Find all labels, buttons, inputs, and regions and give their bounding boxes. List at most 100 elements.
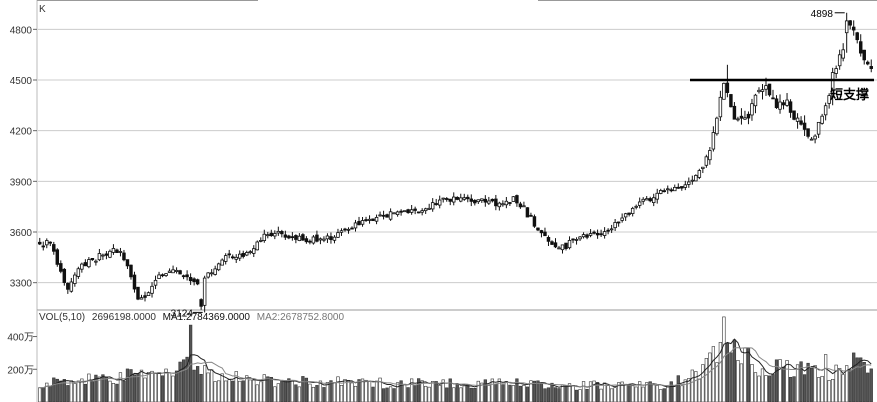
candle-body-up: [560, 244, 565, 251]
candle-body-up: [841, 49, 845, 59]
volume-bar: [364, 379, 368, 402]
volume-bar: [620, 381, 624, 402]
candle-body-down: [350, 227, 354, 230]
candle-body-up: [259, 240, 263, 242]
volume-bar: [764, 375, 768, 402]
volume-bar: [203, 365, 207, 402]
volume-bar: [424, 385, 428, 402]
candle-body-up: [423, 208, 428, 212]
volume-bar: [655, 385, 659, 402]
svg-text:VOL(5,10) 2696198.0000: VOL(5,10) 2696198.0000 MA1:2784369.0000 …: [39, 312, 344, 323]
volume-bar: [38, 387, 42, 402]
panel-label: K: [39, 4, 46, 15]
volume-bar: [367, 380, 372, 402]
candle-body-up: [750, 103, 754, 116]
volume-bar: [294, 384, 298, 402]
candle-body-up: [402, 210, 407, 213]
volume-bar: [736, 360, 740, 402]
volume-bar: [813, 365, 817, 402]
candle-body-up: [111, 248, 116, 253]
volume-bar: [276, 383, 280, 402]
volume-bar: [785, 360, 789, 402]
candle-body-up: [69, 281, 74, 292]
volume-bar: [280, 379, 284, 402]
volume-bar: [859, 357, 863, 402]
candle-body-up: [722, 82, 726, 100]
candle-body-up: [378, 214, 382, 217]
volume-bar: [136, 373, 140, 402]
candle-body-up: [613, 222, 617, 229]
volume-bar: [371, 386, 375, 402]
candle-body-up: [655, 192, 659, 200]
candle-body-up: [760, 89, 765, 92]
candle-body-up: [97, 253, 102, 261]
volume-bar: [406, 387, 410, 402]
candle-body-up: [346, 228, 351, 231]
candle-body-down: [66, 283, 70, 290]
volume-bar: [224, 380, 228, 402]
candle-body-down: [595, 232, 600, 236]
candle-body-down: [564, 242, 568, 249]
candle-body-up: [171, 269, 175, 274]
volume-bar: [476, 380, 480, 402]
candle-body-up: [813, 135, 817, 140]
low-point-label: 3124: [171, 308, 194, 319]
volume-bar: [666, 386, 670, 402]
candle-body-down: [181, 275, 186, 278]
volume-bar: [80, 378, 84, 402]
volume-bar: [73, 383, 77, 402]
candle-body-up: [659, 190, 663, 194]
volume-bar: [581, 381, 586, 402]
volume-bar: [238, 380, 242, 402]
candle-body-up: [834, 68, 838, 74]
volume-bar: [504, 381, 509, 402]
candle-body-up: [690, 179, 695, 182]
volume-bar: [824, 354, 828, 402]
volume-bar: [213, 381, 217, 402]
candle-body-down: [490, 198, 495, 202]
candle-body-down: [550, 241, 554, 245]
volume-bar: [595, 382, 600, 402]
price-tick-label: 3300: [10, 279, 33, 290]
candle-body-down: [592, 231, 596, 234]
volume-bar: [206, 372, 210, 402]
volume-bar: [259, 381, 263, 402]
candle-body-down: [83, 262, 88, 267]
volume-bar: [150, 370, 154, 402]
volume-bar: [108, 380, 112, 402]
volume-bar: [809, 367, 814, 402]
volume-axis-ticks: 200万 400万: [7, 333, 37, 376]
volume-bar: [245, 375, 249, 402]
candle-body-up: [630, 207, 635, 214]
volume-bar: [101, 374, 105, 402]
volume-bar: [402, 383, 407, 402]
volume-bar: [248, 379, 252, 402]
candle-body-up: [522, 205, 526, 208]
volume-bar: [634, 386, 638, 402]
candle-body-up: [743, 117, 747, 120]
candle-body-down: [483, 198, 488, 203]
volume-bar: [599, 388, 603, 402]
candle-body-up: [311, 236, 316, 244]
candle-body-down: [848, 20, 852, 26]
volume-bar: [722, 316, 726, 402]
candle-body-up: [146, 292, 151, 296]
candle-body-down: [241, 252, 245, 257]
volume-bar: [557, 388, 561, 402]
candle-body-up: [708, 150, 712, 161]
candle-body-up: [353, 222, 358, 229]
volume-bar: [336, 376, 340, 402]
volume-bar: [332, 382, 337, 402]
volume-bar: [543, 388, 547, 402]
candle-body-down: [680, 186, 684, 189]
candle-body-up: [511, 196, 516, 202]
volume-bar: [669, 381, 673, 402]
candle-body-down: [287, 235, 291, 239]
volume-bar: [715, 362, 719, 402]
candle-body-up: [325, 235, 330, 240]
volume-bar: [445, 387, 449, 402]
volume-bar: [87, 373, 91, 402]
candle-body-down: [399, 210, 403, 213]
candle-body-down: [799, 120, 803, 125]
